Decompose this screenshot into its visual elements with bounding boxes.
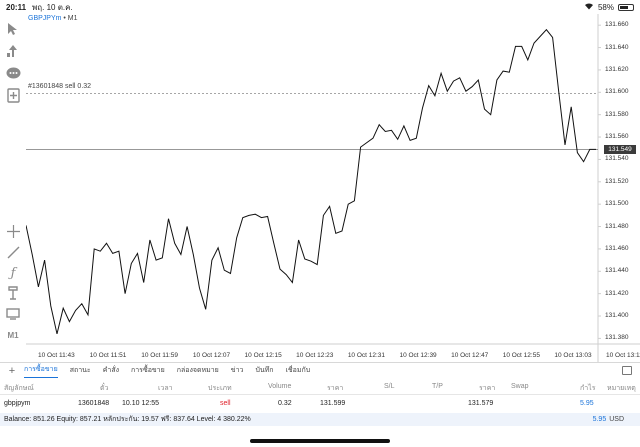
toolbox-tabs: + การซื้อขาย สถานะ คำสั่ง การซื้อขาย กล่… [0, 362, 640, 378]
indicators-icon[interactable] [4, 42, 22, 60]
y-tick-label: 131.460 [605, 244, 629, 252]
status-date: พฤ. 10 ต.ค. [32, 2, 73, 12]
status-bar: 20:11 พฤ. 10 ต.ค. 58% [0, 0, 640, 14]
symbol-name: GBPJPYm [28, 15, 62, 22]
tab-history[interactable]: การซื้อขาย [131, 367, 165, 374]
col-type: ประเภท [208, 385, 232, 392]
currency-label: USD [609, 416, 624, 423]
tab-connect[interactable]: เชื่อมกับ [285, 367, 311, 374]
y-tick-label: 131.480 [605, 222, 629, 230]
table-row[interactable]: gbpjpym 13601848 10.10 12:55 sell 0.32 1… [0, 395, 640, 412]
row-time: 10.10 12:55 [122, 400, 159, 407]
trendline-icon[interactable] [4, 243, 22, 261]
x-tick-label: 10 Oct 12:39 [399, 352, 437, 359]
toolbox-expand-icon[interactable] [622, 366, 632, 375]
battery-percent: 58% [597, 2, 614, 12]
y-tick-label: 131.660 [605, 21, 629, 29]
home-indicator [250, 439, 390, 443]
symbol-separator: • [61, 15, 68, 22]
col-ticket: ตั๋ว [100, 385, 109, 392]
col-volume: Volume [268, 383, 292, 390]
tab-journal[interactable]: บันทึก [255, 367, 274, 374]
x-tick-label: 10 Oct 12:55 [502, 352, 540, 359]
row-type: sell [220, 400, 231, 407]
col-current-price: ราคา [479, 385, 496, 392]
y-tick-label: 131.500 [605, 200, 629, 208]
tab-exposure[interactable]: สถานะ [69, 367, 91, 374]
col-price: ราคา [327, 385, 344, 392]
templates-icon[interactable] [4, 305, 22, 323]
y-tick-label: 131.560 [605, 133, 629, 141]
x-tick-label: 10 Oct 11:43 [38, 352, 75, 359]
crosshair-icon[interactable] [4, 222, 22, 240]
y-tick-label: 131.620 [605, 65, 629, 73]
current-price-tag: 131.549 [604, 144, 636, 154]
x-tick-label: 10 Oct 12:23 [296, 352, 334, 359]
col-symbol: สัญลักษณ์ [4, 385, 34, 392]
x-tick-label: 10 Oct 12:15 [244, 352, 282, 359]
row-profit: 5.95 [580, 400, 594, 407]
total-profit-value: 5.95 [592, 416, 607, 423]
col-time: เวลา [158, 385, 173, 392]
y-tick-label: 131.520 [605, 177, 629, 185]
add-icon[interactable]: + [8, 364, 16, 377]
y-tick-label: 131.440 [605, 267, 629, 275]
y-tick-label: 131.600 [605, 88, 629, 96]
x-tick-label: 10 Oct 11:59 [141, 352, 179, 359]
trade-table: สัญลักษณ์ ตั๋ว เวลา ประเภท Volume ราคา S… [0, 378, 640, 412]
col-swap: Swap [511, 383, 529, 390]
y-tick-label: 131.540 [605, 155, 629, 163]
y-tick-label: 131.400 [605, 312, 629, 320]
y-tick-label: 131.580 [605, 110, 629, 118]
x-tick-label: 10 Oct 12:31 [347, 352, 386, 359]
account-summary: Balance: 851.26 Equity: 857.21 หลักประกั… [0, 413, 640, 426]
x-tick-label: 10 Oct 11:51 [89, 352, 127, 359]
new-order-icon[interactable] [4, 86, 22, 104]
y-tick-label: 131.420 [605, 289, 629, 297]
table-header: สัญลักษณ์ ตั๋ว เวลา ประเภท Volume ราคา S… [0, 378, 640, 395]
tab-news[interactable]: ข่าว [230, 367, 244, 374]
status-time: 20:11 [6, 2, 27, 12]
battery-icon [618, 3, 634, 11]
cursor-icon[interactable] [4, 20, 22, 38]
wifi-icon [584, 2, 594, 12]
row-open-price: 131.599 [320, 400, 346, 407]
col-comment: หมายเหตุ [607, 385, 636, 392]
row-current-price: 131.579 [468, 400, 494, 407]
x-tick-label: 10 Oct 12:07 [192, 352, 231, 359]
price-chart[interactable]: GBPJPYm • M1 #13601848 sell 0.32 131.660… [26, 14, 640, 362]
order-line-label: #13601848 sell 0.32 [28, 83, 92, 91]
x-tick-label: 10 Oct 12:47 [451, 352, 489, 359]
tab-trade[interactable]: การซื้อขาย [24, 364, 58, 378]
price-line-series [26, 28, 596, 335]
tab-mailbox[interactable]: กล่องจดหมาย [176, 367, 219, 374]
col-profit: กำไร [580, 385, 596, 392]
y-tick-label: 131.640 [605, 43, 629, 51]
symbol-timeframe: M1 [67, 15, 78, 22]
col-sl: S/L [384, 383, 395, 390]
chart-toolbar: ƒ M1 [0, 14, 26, 362]
y-tick-label: 131.380 [605, 334, 629, 342]
tab-orders[interactable]: คำสั่ง [102, 367, 120, 374]
x-tick-label: 10 Oct 13:11 [606, 352, 640, 359]
timeframe-button[interactable]: M1 [7, 330, 19, 340]
objects-icon[interactable] [4, 284, 22, 302]
function-icon[interactable]: ƒ [10, 265, 16, 281]
chart-symbol-label: GBPJPYm • M1 [28, 15, 78, 22]
chart-canvas[interactable] [26, 14, 640, 362]
chat-icon[interactable] [4, 64, 22, 82]
x-tick-label: 10 Oct 13:03 [554, 352, 592, 359]
row-volume: 0.32 [278, 400, 292, 407]
row-ticket: 13601848 [78, 400, 110, 407]
total-profit: 5.95 USD [593, 416, 624, 423]
account-summary-text: Balance: 851.26 Equity: 857.21 หลักประกั… [4, 416, 251, 423]
col-tp: T/P [432, 383, 443, 390]
row-symbol: gbpjpym [4, 400, 31, 407]
